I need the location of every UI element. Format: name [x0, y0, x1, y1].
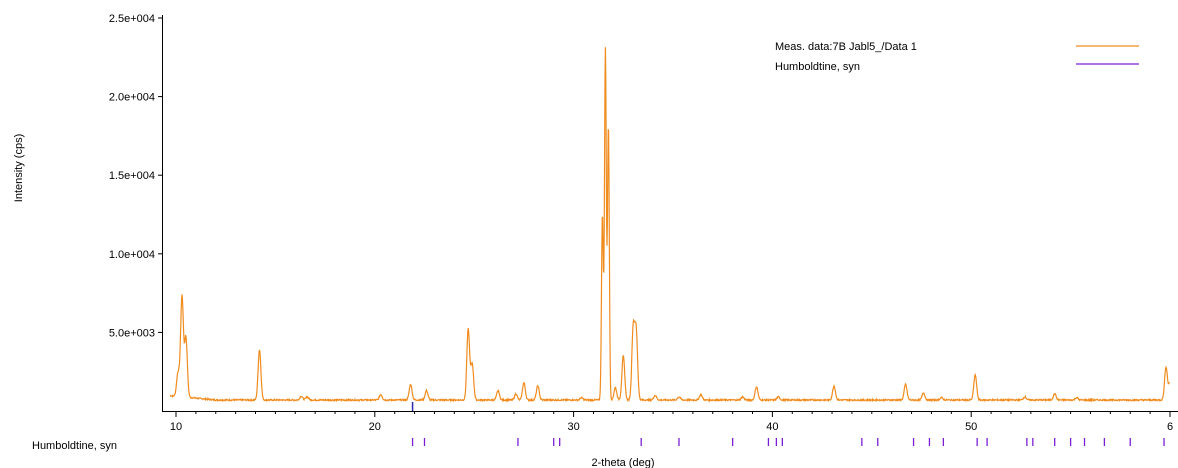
legend-label-humboldtine: Humboldtine, syn [775, 61, 860, 73]
y-ticks: 5.0e+003 1.0e+004 1.5e+004 2.0e+004 2.5e+004 [109, 13, 162, 339]
y-tick-label: 1.5e+004 [109, 170, 155, 182]
series-line-measured [169, 47, 1171, 403]
x-ticks: 10 20 30 40 50 6 [170, 411, 1173, 433]
legend: Meas. data:7B Jabl5_/Data 1 Humboldtine,… [775, 41, 1139, 73]
y-tick-label: 5.0e+003 [109, 327, 155, 339]
x-tick-label: 10 [170, 421, 182, 433]
x-tick-label: 20 [369, 421, 381, 433]
series-layer [169, 47, 1171, 403]
y-tick-label: 2.0e+004 [109, 92, 155, 104]
x-tick-label: 40 [766, 421, 778, 433]
reference-ticks [411, 402, 1165, 446]
x-tick-label: 6 [1167, 421, 1173, 433]
y-tick-label: 1.0e+004 [109, 249, 155, 261]
plot-area [162, 15, 1178, 412]
y-axis-title: Intensity (cps) [13, 134, 25, 202]
y-tick-label: 2.5e+004 [109, 13, 155, 25]
legend-label-measured: Meas. data:7B Jabl5_/Data 1 [775, 41, 917, 53]
x-axis-title: 2-theta (deg) [592, 457, 655, 468]
x-tick-label: 50 [965, 421, 977, 433]
reference-panel-label: Humboldtine, syn [32, 440, 117, 452]
x-tick-label: 30 [567, 421, 579, 433]
